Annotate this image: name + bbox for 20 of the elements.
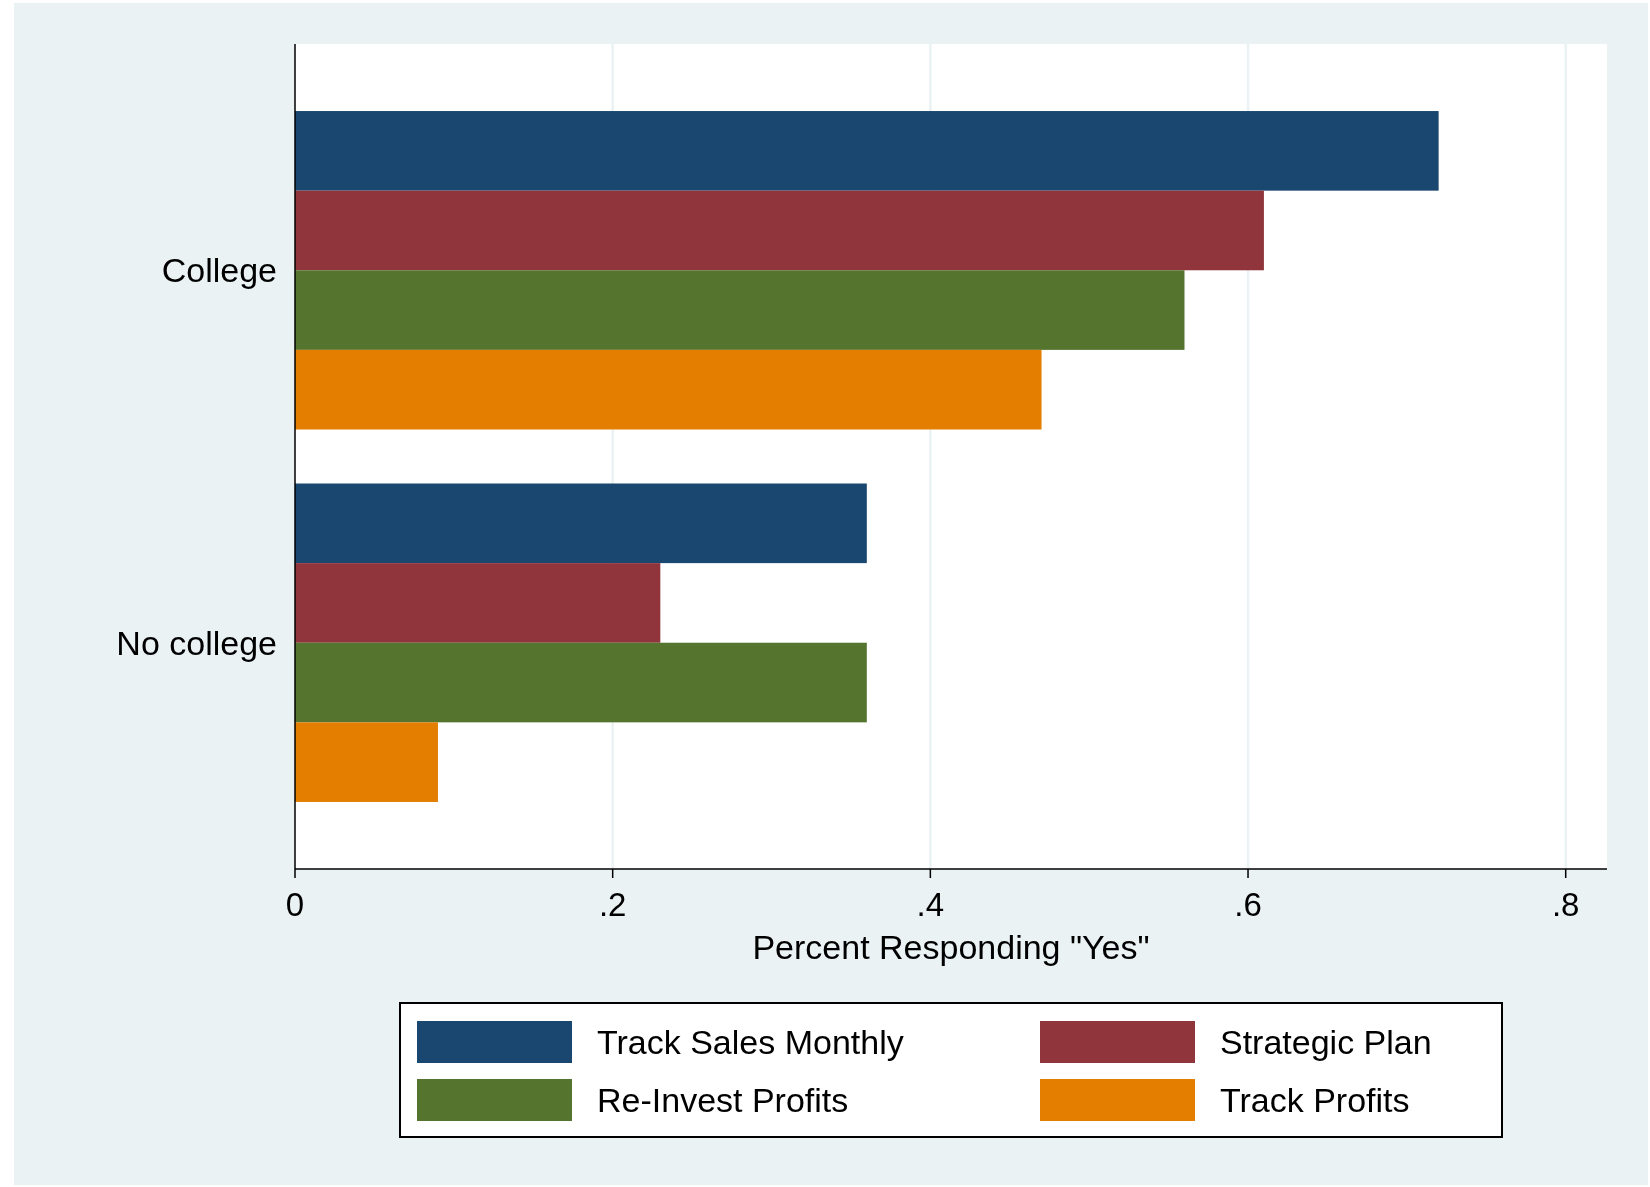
legend-label: Strategic Plan [1220, 1023, 1432, 1061]
y-tick-label: College [161, 251, 277, 290]
x-tick-label: .2 [598, 886, 627, 923]
x-tick-label: 0 [285, 886, 305, 923]
legend-label: Track Sales Monthly [597, 1023, 904, 1061]
bar [295, 270, 1185, 350]
bar [295, 722, 438, 802]
y-tick-label: No college [116, 623, 277, 662]
bar [295, 642, 867, 723]
bar [295, 483, 867, 564]
bar [295, 349, 1042, 430]
x-axis-title: Percent Responding "Yes" [752, 928, 1150, 966]
legend-label: Re-Invest Profits [597, 1081, 849, 1119]
x-tick-label: .8 [1551, 886, 1580, 923]
bar [295, 190, 1264, 271]
x-tick-label: .6 [1234, 886, 1262, 923]
bar [295, 111, 1439, 191]
x-tick-label: .4 [916, 886, 945, 923]
legend-label: Track Profits [1220, 1081, 1410, 1119]
bar [295, 563, 661, 643]
